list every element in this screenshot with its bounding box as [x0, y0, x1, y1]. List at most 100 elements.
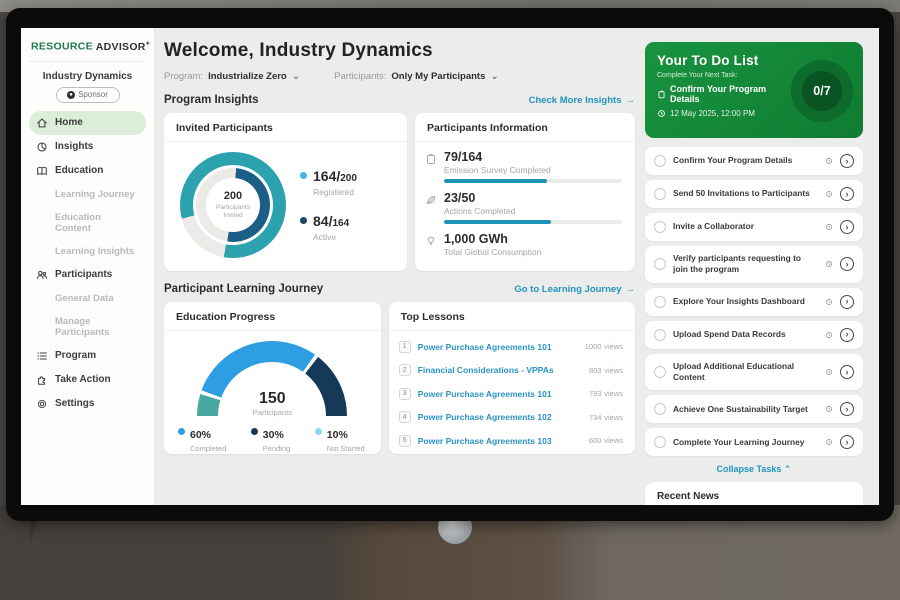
emission-progress-bar [444, 179, 622, 183]
program-insights-header: Program Insights Check More Insights → [164, 94, 635, 106]
clock-icon [826, 191, 832, 197]
org-name: Industry Dynamics [42, 70, 133, 82]
lesson-link[interactable]: Power Purchase Agreements 102 [417, 412, 552, 423]
lesson-link[interactable]: Power Purchase Agreements 101 [417, 341, 552, 352]
todo-progress-ring: 0/7 [791, 59, 853, 122]
app-logo: RESOURCE ADVISOR+ [29, 38, 150, 62]
chevron-up-icon: ⌃ [783, 464, 792, 475]
sponsor-icon: ● [67, 90, 76, 99]
insights-icon [37, 141, 47, 152]
task-open-button[interactable]: › [840, 327, 854, 342]
task-item[interactable]: Upload Additional Educational Content › [645, 353, 863, 391]
card-title: Education Progress [164, 302, 381, 331]
lesson-rank: 1 [398, 340, 411, 353]
sidebar-item-participants[interactable]: Participants [29, 263, 146, 287]
task-open-button[interactable]: › [840, 402, 854, 417]
gauge-center-label: Participants [252, 408, 292, 417]
participants-information-card: Participants Information 79/164 Emission… [415, 113, 635, 271]
program-filter[interactable]: Program: Industrialize Zero ⌄ [164, 70, 301, 82]
sidebar-item-education-content[interactable]: Education Content [55, 211, 101, 234]
sidebar-item-education[interactable]: Education [29, 159, 146, 183]
task-item[interactable]: Verify participants requesting to join t… [645, 246, 863, 283]
legend-pending: 30% Pending [250, 425, 290, 453]
task-open-button[interactable]: › [840, 154, 854, 168]
task-open-button[interactable]: › [840, 187, 854, 201]
lesson-link[interactable]: Power Purchase Agreements 101 [417, 388, 552, 399]
lesson-link[interactable]: Financial Considerations - VPPAs [417, 365, 554, 376]
home-icon [37, 117, 47, 127]
sidebar-item-program[interactable]: Program [29, 344, 146, 368]
task-checkbox[interactable] [654, 366, 666, 379]
sidebar-item-settings[interactable]: Settings [29, 392, 146, 416]
sidebar-item-general-data[interactable]: General Data [55, 292, 114, 304]
clock-icon [826, 261, 832, 268]
sidebar-item-learning-insights[interactable]: Learning Insights [55, 245, 135, 257]
task-open-button[interactable]: › [840, 435, 854, 450]
lesson-link[interactable]: Power Purchase Agreements 103 [417, 435, 552, 446]
participants-filter[interactable]: Participants: Only My Participants ⌄ [334, 70, 499, 82]
task-checkbox[interactable] [654, 221, 666, 233]
legend-dot [250, 428, 258, 435]
learning-cards-row: Education Progress 150 Participants 60% … [164, 302, 635, 454]
task-item[interactable]: Complete Your Learning Journey › [645, 428, 863, 457]
leaf-icon [427, 196, 436, 204]
clock-icon [826, 369, 832, 376]
task-checkbox[interactable] [654, 155, 666, 167]
main-content: Welcome, Industry Dynamics Program: Indu… [155, 28, 645, 505]
lesson-row: 4 Power Purchase Agreements 102 734 view… [398, 406, 623, 430]
insights-cards-row: Invited Participants 200 Participants In… [164, 113, 635, 271]
task-item[interactable]: Send 50 Invitations to Participants › [645, 180, 863, 208]
logo-primary: RESOURCE [31, 40, 93, 53]
lesson-row: 2 Financial Considerations - VPPAs 803 v… [398, 359, 623, 383]
todo-due-date: 12 May 2025, 12:00 PM [657, 109, 785, 118]
card-title: Participants Information [415, 113, 635, 142]
sidebar-item-learning-journey[interactable]: Learning Journey [55, 188, 135, 200]
donut-center-label: Participants Invited [216, 203, 250, 219]
todo-progress-value: 0/7 [813, 83, 831, 98]
lessons-list: 1 Power Purchase Agreements 101 1000 vie… [389, 331, 635, 453]
task-item[interactable]: Invite a Collaborator › [645, 213, 863, 241]
collapse-tasks-link[interactable]: Collapse Tasks ⌃ [716, 464, 792, 475]
section-title-program-insights: Program Insights [164, 94, 259, 106]
clock-icon [826, 158, 832, 164]
task-item[interactable]: Achieve One Sustainability Target › [645, 395, 863, 424]
task-checkbox[interactable] [654, 403, 666, 416]
clipboard-icon [658, 90, 665, 98]
clock-icon [826, 439, 832, 446]
task-checkbox[interactable] [654, 188, 666, 200]
invited-participants-card: Invited Participants 200 Participants In… [164, 113, 407, 271]
learning-journey-header: Participant Learning Journey Go to Learn… [164, 283, 635, 295]
go-to-learning-journey-link[interactable]: Go to Learning Journey → [514, 283, 636, 295]
logo-secondary: ADVISOR+ [95, 40, 151, 53]
lesson-row: 5 Power Purchase Agreements 103 600 view… [398, 429, 623, 453]
sidebar-nav: Home Insights Education Learning Journey… [29, 110, 146, 416]
todo-subtitle: Complete Your Next Task: [657, 72, 738, 79]
task-checkbox[interactable] [654, 436, 666, 449]
sidebar-item-manage-participants[interactable]: Manage Participants [55, 315, 110, 338]
todo-next-task[interactable]: Confirm Your Program Details [657, 84, 785, 104]
task-item[interactable]: Upload Spend Data Records › [645, 320, 863, 349]
sidebar-item-take-action[interactable]: Take Action [29, 368, 146, 392]
todo-summary-card: Your To Do List Complete Your Next Task:… [645, 42, 863, 138]
lesson-rank: 5 [398, 434, 411, 447]
task-open-button[interactable]: › [840, 220, 854, 234]
task-open-button[interactable]: › [840, 294, 854, 309]
top-lessons-card: Top Lessons 1 Power Purchase Agreements … [388, 302, 635, 454]
recent-news-title: Recent News [645, 482, 863, 505]
check-more-insights-link[interactable]: Check More Insights → [528, 94, 635, 106]
sidebar-item-home[interactable]: Home [29, 110, 146, 135]
task-open-button[interactable]: › [840, 365, 854, 380]
task-checkbox[interactable] [654, 295, 666, 308]
sidebar-item-insights[interactable]: Insights [29, 135, 146, 159]
task-checkbox[interactable] [654, 258, 666, 271]
clock-icon [826, 406, 832, 413]
task-checkbox[interactable] [654, 328, 666, 341]
list-icon [37, 351, 47, 360]
task-item[interactable]: Explore Your Insights Dashboard › [645, 287, 863, 316]
clock-icon [826, 224, 832, 230]
lesson-rank: 3 [398, 387, 411, 400]
stat-emission-survey: 79/164 Emission Survey Completed [425, 150, 622, 183]
task-open-button[interactable]: › [840, 257, 854, 272]
task-item[interactable]: Confirm Your Program Details › [645, 147, 863, 175]
arrow-right-icon: → [625, 283, 636, 295]
